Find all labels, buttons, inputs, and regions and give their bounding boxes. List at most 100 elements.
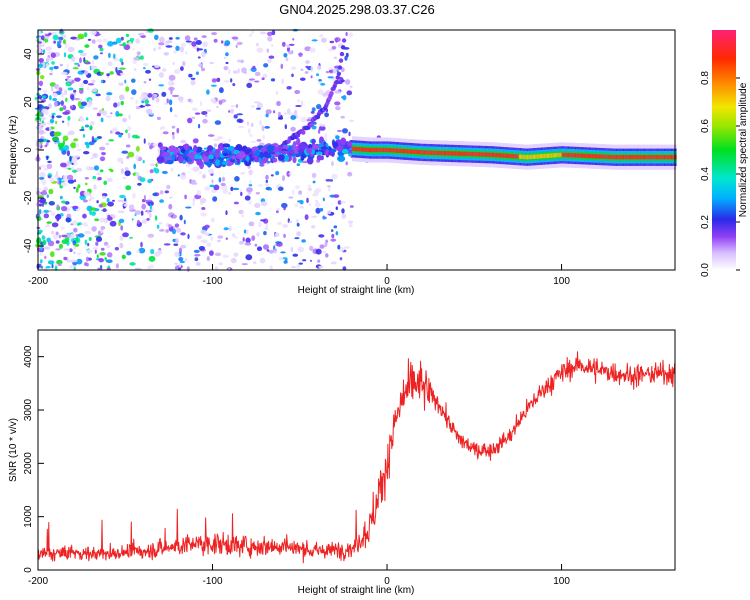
noise-blob xyxy=(209,250,214,256)
main-line-band xyxy=(572,153,575,158)
main-line-band xyxy=(404,149,407,154)
noise-blob xyxy=(84,124,90,128)
main-line-band xyxy=(429,150,432,155)
noise-blob xyxy=(192,198,196,202)
main-line-band xyxy=(480,152,482,157)
main-line-band xyxy=(401,148,403,154)
noise-blob xyxy=(39,259,43,264)
noise-blob xyxy=(62,135,69,142)
noise-blob xyxy=(201,67,205,72)
main-line-band xyxy=(624,155,626,160)
noise-blob xyxy=(288,43,295,46)
noise-blob xyxy=(256,102,263,109)
noise-blob xyxy=(214,252,222,257)
main-line-band xyxy=(473,152,475,157)
noise-blob xyxy=(266,161,271,163)
noise-blob xyxy=(52,97,58,102)
main-line-band xyxy=(626,155,628,160)
noise-blob xyxy=(107,41,114,47)
noise-blob xyxy=(46,155,49,161)
main-line-band xyxy=(565,152,568,158)
noise-blob xyxy=(36,232,42,235)
noise-blob xyxy=(86,249,93,254)
spectrogram-xtick-label: -200 xyxy=(28,276,48,287)
noise-blob xyxy=(290,115,297,120)
main-line-band xyxy=(378,147,380,153)
noise-blob xyxy=(259,257,266,264)
noise-blob xyxy=(50,230,55,235)
noise-blob xyxy=(115,131,121,135)
noise-blob xyxy=(317,65,322,71)
noise-blob xyxy=(59,147,65,151)
noise-blob xyxy=(340,115,345,119)
noise-blob xyxy=(73,186,76,190)
branch-blob xyxy=(337,65,343,70)
noise-blob xyxy=(79,129,85,131)
noise-blob xyxy=(225,61,229,65)
noise-blob xyxy=(79,57,82,64)
noise-blob xyxy=(255,191,260,195)
noise-blob xyxy=(256,232,260,237)
noise-blob xyxy=(300,77,306,81)
main-line-band xyxy=(372,147,374,153)
noise-blob xyxy=(221,176,226,182)
noise-blob xyxy=(158,84,165,87)
main-line-band xyxy=(614,155,617,160)
noise-blob xyxy=(143,67,146,70)
main-line-blob xyxy=(202,155,210,162)
noise-blob xyxy=(135,38,140,44)
noise-blob xyxy=(62,111,70,115)
noise-blob xyxy=(170,89,173,95)
noise-blob xyxy=(103,218,108,224)
noise-blob xyxy=(91,211,96,216)
noise-blob xyxy=(288,220,293,223)
noise-blob xyxy=(38,123,45,126)
noise-blob xyxy=(42,89,48,93)
noise-blob xyxy=(149,163,156,166)
noise-blob xyxy=(292,189,295,196)
noise-blob xyxy=(96,200,99,204)
main-line-blob xyxy=(177,145,184,149)
main-line-band xyxy=(355,146,358,152)
branch-blob xyxy=(336,71,342,77)
noise-blob xyxy=(99,217,106,223)
main-line-band xyxy=(513,154,516,159)
main-line-band xyxy=(393,148,395,153)
noise-blob xyxy=(99,47,104,52)
noise-blob xyxy=(43,213,49,219)
noise-blob xyxy=(132,192,136,199)
noise-blob xyxy=(83,79,89,85)
noise-blob xyxy=(197,56,201,59)
noise-blob xyxy=(286,86,292,90)
noise-blob xyxy=(342,128,348,134)
noise-blob xyxy=(50,212,56,216)
noise-blob xyxy=(175,238,179,244)
noise-blob xyxy=(198,123,201,129)
main-line-blob xyxy=(331,148,337,153)
noise-blob xyxy=(300,68,304,72)
noise-blob xyxy=(165,229,169,233)
main-line-blob xyxy=(297,149,305,153)
noise-blob xyxy=(60,71,68,76)
main-line-band xyxy=(545,153,547,159)
noise-blob xyxy=(255,211,261,216)
noise-blob xyxy=(172,62,175,66)
noise-blob xyxy=(142,160,145,164)
main-line-band xyxy=(601,154,604,159)
main-line-band xyxy=(630,155,633,160)
noise-blob xyxy=(48,201,55,206)
noise-blob xyxy=(102,195,106,199)
noise-blob xyxy=(285,258,288,261)
main-line-blob xyxy=(300,155,305,161)
noise-blob xyxy=(311,215,318,218)
noise-blob xyxy=(72,67,79,70)
noise-blob xyxy=(268,250,274,254)
noise-blob xyxy=(206,109,212,112)
noise-blob xyxy=(67,87,74,91)
noise-blob xyxy=(133,163,136,170)
noise-blob xyxy=(119,235,124,241)
noise-blob xyxy=(52,92,58,98)
noise-blob xyxy=(84,70,89,75)
noise-blob xyxy=(159,199,165,203)
noise-blob xyxy=(162,131,169,135)
